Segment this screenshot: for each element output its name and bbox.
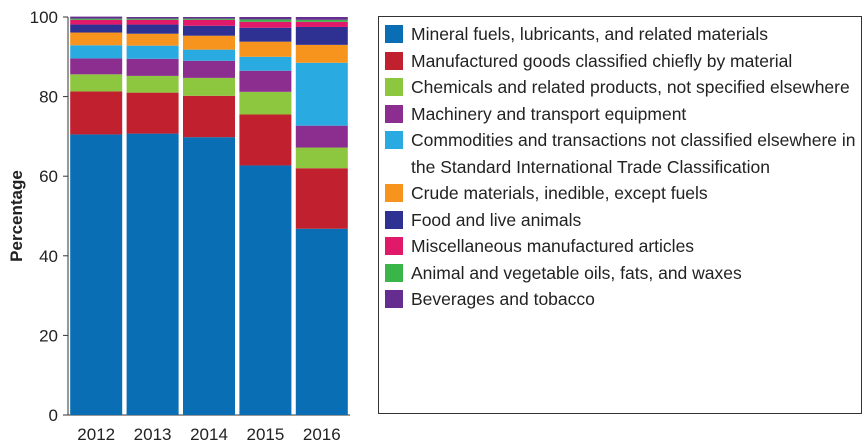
- bar-segment: [295, 228, 348, 415]
- bar-segment: [126, 45, 179, 59]
- bar-segment: [239, 70, 292, 92]
- bar-segment: [239, 114, 292, 166]
- legend-label: Miscellaneous manufactured articles: [411, 236, 695, 256]
- y-tick-label: 60: [39, 167, 58, 186]
- legend-item: Mineral fuels, lubricants, and related m…: [385, 21, 857, 48]
- bar-segment: [183, 77, 235, 96]
- x-tick-label: 2013: [134, 425, 172, 444]
- bar-segment: [126, 24, 179, 34]
- bar-segment: [239, 41, 292, 57]
- bar-segment: [70, 18, 123, 20]
- bar-segment: [239, 19, 292, 22]
- legend-item: Beverages and tobacco: [385, 286, 857, 313]
- legend-label: Beverages and tobacco: [411, 289, 595, 309]
- bar-segment: [70, 91, 123, 135]
- y-axis-label: Percentage: [7, 170, 26, 262]
- legend-item: Animal and vegetable oils, fats, and wax…: [385, 260, 857, 287]
- bar-segment: [295, 147, 348, 169]
- bar-segment: [126, 19, 179, 25]
- bar-segment: [70, 74, 123, 92]
- bar-segment: [239, 17, 292, 20]
- legend-swatch: [385, 78, 403, 96]
- bar-segment: [70, 24, 123, 33]
- y-tick-label: 20: [39, 326, 58, 345]
- bar-segment: [295, 168, 348, 229]
- legend-item: Miscellaneous manufactured articles: [385, 233, 857, 260]
- bar-segment: [70, 19, 123, 25]
- legend-label: Commodities and transactions not classif…: [411, 130, 856, 177]
- x-tick-label: 2012: [77, 425, 115, 444]
- bar-segment: [183, 35, 235, 50]
- legend-swatch: [385, 51, 403, 70]
- bar-segment: [70, 32, 123, 46]
- legend-item: Food and live animals: [385, 207, 857, 234]
- legend-item: Manufactured goods classified chiefly by…: [385, 48, 857, 75]
- bar-segment: [126, 58, 179, 76]
- legend-label: Manufactured goods classified chiefly by…: [411, 50, 793, 71]
- bar-segment: [126, 75, 179, 93]
- legend-item: Chemicals and related products, not spec…: [385, 74, 857, 101]
- bar-segment: [295, 62, 348, 126]
- y-tick-label: 0: [49, 406, 58, 425]
- bar-segment: [295, 44, 348, 63]
- legend-item: Machinery and transport equipment: [385, 101, 857, 128]
- bar-segment: [126, 133, 179, 415]
- bar-segment: [70, 58, 123, 75]
- legend-item: Crude materials, inedible, except fuels: [385, 180, 857, 207]
- bar-segment: [126, 17, 179, 19]
- bar-segment: [183, 60, 235, 78]
- bar-segment: [239, 56, 292, 71]
- x-tick-label: 2015: [246, 425, 284, 444]
- bar-segment: [183, 19, 235, 26]
- bar-segment: [239, 27, 292, 42]
- bar-segment: [70, 134, 123, 415]
- legend-label: Machinery and transport equipment: [411, 103, 687, 124]
- legend-swatch: [385, 25, 403, 43]
- legend: Mineral fuels, lubricants, and related m…: [378, 16, 862, 414]
- y-tick-label: 80: [39, 88, 58, 107]
- y-tick-label: 100: [30, 8, 58, 27]
- legend-swatch: [385, 104, 403, 123]
- bar-segment: [183, 137, 235, 416]
- bar-segment: [239, 91, 292, 115]
- bar-segment: [183, 17, 235, 19]
- bar-segment: [239, 165, 292, 415]
- bar-segment: [295, 19, 348, 22]
- legend-swatch: [385, 184, 403, 202]
- legend-swatch: [385, 290, 403, 308]
- bar-segment: [183, 95, 235, 138]
- legend-swatch: [385, 210, 403, 229]
- legend-item: Commodities and transactions not classif…: [385, 127, 857, 180]
- legend-label: Crude materials, inedible, except fuels: [411, 183, 708, 203]
- x-tick-label: 2016: [303, 425, 341, 444]
- bar-segment: [183, 25, 235, 36]
- bar-segment: [70, 16, 123, 19]
- legend-swatch: [385, 263, 403, 282]
- bar-segment: [295, 17, 348, 20]
- bar-segment: [295, 21, 348, 27]
- bar-segment: [295, 125, 348, 148]
- x-tick-label: 2014: [190, 425, 228, 444]
- y-tick-label: 40: [39, 247, 58, 266]
- legend-label: Animal and vegetable oils, fats, and wax…: [411, 262, 742, 283]
- legend-label: Food and live animals: [411, 209, 582, 230]
- bar-segment: [183, 49, 235, 61]
- legend-swatch: [385, 131, 403, 149]
- bar-segment: [183, 18, 235, 20]
- legend-swatch: [385, 237, 403, 255]
- bar-segment: [126, 92, 179, 134]
- legend-label: Mineral fuels, lubricants, and related m…: [411, 24, 768, 44]
- legend-label: Chemicals and related products, not spec…: [411, 77, 850, 97]
- bar-segment: [295, 26, 348, 45]
- bar-segment: [126, 33, 179, 46]
- bar-segment: [126, 18, 179, 20]
- bar-segment: [239, 21, 292, 28]
- bar-segment: [70, 45, 123, 59]
